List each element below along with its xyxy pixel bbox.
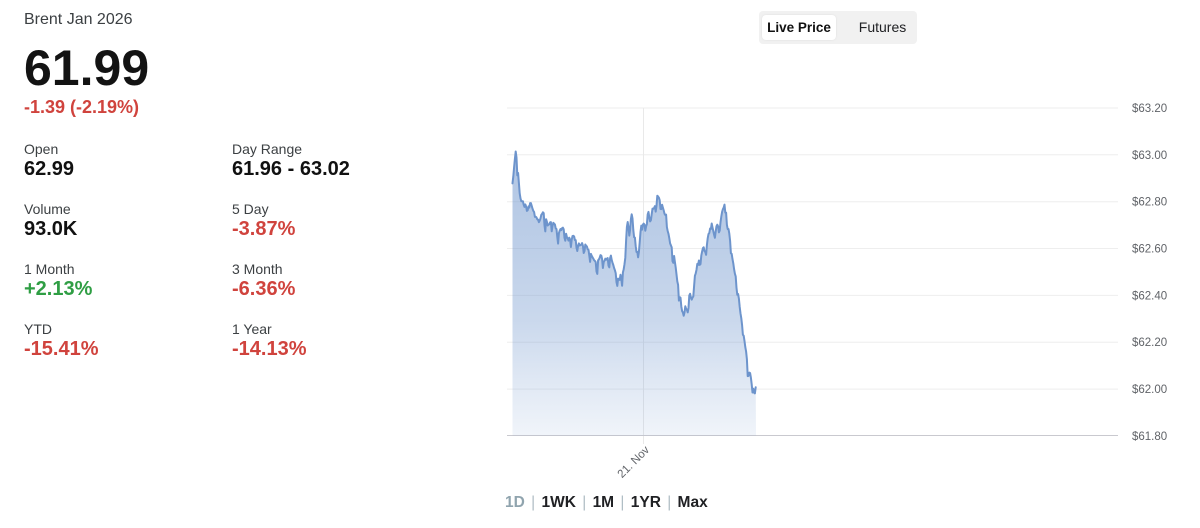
- svg-text:$62.00: $62.00: [1132, 384, 1167, 396]
- svg-text:$62.80: $62.80: [1132, 197, 1167, 209]
- svg-text:21. Nov: 21. Nov: [616, 444, 653, 481]
- svg-text:$62.40: $62.40: [1132, 290, 1167, 302]
- svg-text:$63.20: $63.20: [1132, 103, 1167, 115]
- svg-text:$63.00: $63.00: [1132, 150, 1167, 162]
- svg-text:$62.20: $62.20: [1132, 337, 1167, 349]
- svg-text:$62.60: $62.60: [1132, 244, 1167, 256]
- svg-text:$61.80: $61.80: [1132, 431, 1167, 443]
